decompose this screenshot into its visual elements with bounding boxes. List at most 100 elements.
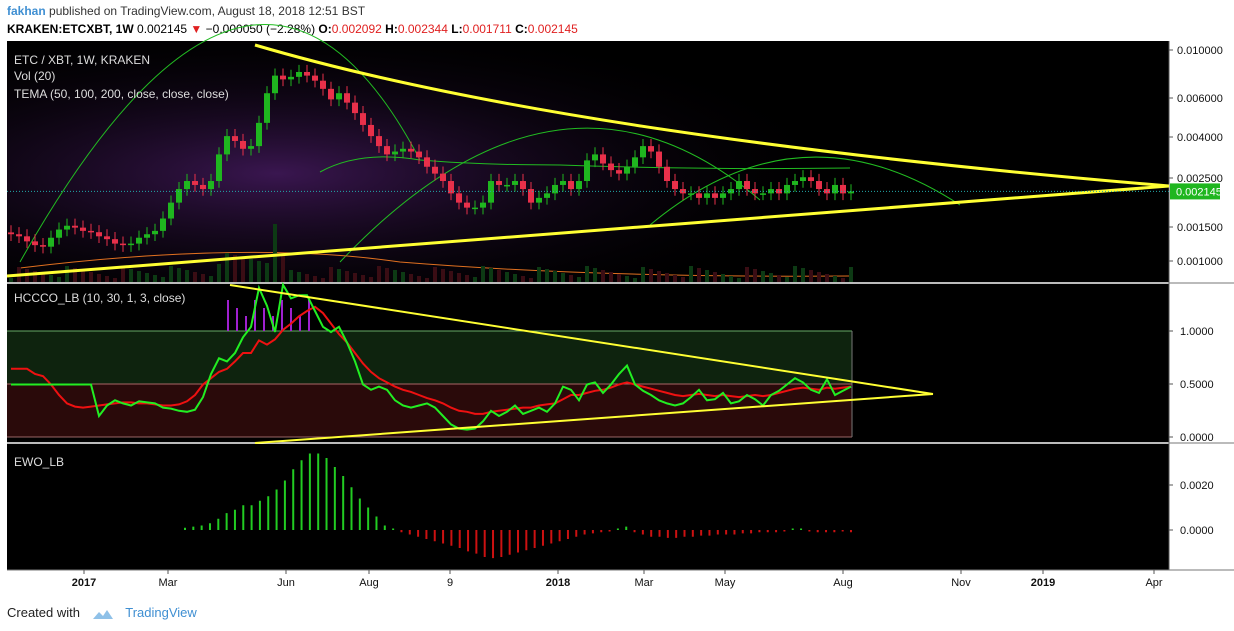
candle-body [208, 181, 214, 190]
price-axis-label: 0.001500 [1177, 222, 1223, 234]
volume-bar [393, 270, 397, 282]
candle-body [352, 102, 358, 114]
volume-bar [585, 266, 589, 282]
candle-body [392, 151, 398, 155]
candle-body [816, 181, 822, 190]
axes: 0.002145 0.010000 0.006000 0.004000 0.002500… [72, 45, 1223, 589]
candle-body [216, 154, 222, 182]
volume-bar [313, 276, 317, 282]
volume-bar [609, 272, 613, 282]
candle-body [456, 193, 462, 203]
candle-body [296, 71, 302, 77]
chart-area[interactable]: 0.002145 0.010000 0.006000 0.004000 0.002500… [0, 0, 1234, 600]
candle-body [168, 202, 174, 219]
volume-bar [201, 274, 205, 282]
candle-body [64, 225, 70, 230]
volume-bar [489, 268, 493, 282]
volume-bar [689, 266, 693, 282]
candle-body [712, 193, 718, 198]
candle-body [560, 181, 566, 185]
candle-body [312, 75, 318, 81]
volume-bar [849, 267, 853, 282]
volume-bar [785, 277, 789, 282]
candle-body [496, 181, 502, 185]
volume-bar [337, 269, 341, 282]
tema-arc-2 [339, 127, 761, 263]
volume-bar [537, 267, 541, 282]
candle-body [112, 239, 118, 244]
ewo-pane[interactable] [7, 444, 1169, 570]
volume-bar [417, 276, 421, 282]
candle-body [16, 234, 22, 237]
volume-bar [41, 273, 45, 282]
candle-body [528, 189, 534, 203]
price-axis-label: 0.001000 [1177, 256, 1223, 268]
volume-bar [529, 278, 533, 282]
volume-bar [113, 278, 117, 282]
volume-bar [809, 270, 813, 282]
volume-bar [705, 270, 709, 282]
candle-body [744, 181, 750, 190]
candle-body [832, 184, 838, 194]
candle-body [656, 151, 662, 167]
volume-bar [409, 274, 413, 282]
volume-bar [441, 269, 445, 282]
hccco-lower-trendline [254, 393, 934, 444]
candle-body [552, 184, 558, 194]
volume-bar [641, 267, 645, 282]
candle-body [408, 148, 414, 152]
candle-body [192, 181, 198, 185]
volume-bar [521, 276, 525, 282]
volume-bar [385, 268, 389, 282]
volume-bar [81, 270, 85, 282]
candle-body [424, 157, 430, 167]
candle-body [584, 160, 590, 182]
price-plot [6, 24, 1170, 282]
volume-bar [729, 276, 733, 282]
candle-body [120, 243, 126, 246]
volume-bar [617, 274, 621, 282]
volume-bar [777, 275, 781, 282]
time-axis-label: May [715, 577, 736, 589]
lower-trendline [6, 184, 1170, 278]
last-price-badge-label: 0.002145 [1176, 186, 1222, 198]
volume-bar [305, 274, 309, 282]
candle-body [672, 181, 678, 190]
hccco-plot [7, 281, 934, 444]
volume-bar [233, 255, 237, 282]
author-name[interactable]: fakhan [7, 4, 46, 18]
volume-bar [561, 273, 565, 282]
volume-bar [825, 274, 829, 282]
low-label: L: [451, 22, 463, 36]
candle-body [336, 93, 342, 100]
candle-body [360, 113, 366, 125]
volume-bar [289, 270, 293, 282]
candle-body [792, 181, 798, 185]
volume-bar [721, 274, 725, 282]
ohlc-bar: KRAKEN:ETCXBT, 1W 0.002145 ▼ −0.000050 (… [7, 22, 578, 36]
price-axis-label: 0.010000 [1177, 45, 1223, 57]
volume-bar [177, 268, 181, 282]
ewo-plot [184, 453, 852, 559]
volume-bar [185, 270, 189, 282]
candle-body [160, 218, 166, 231]
volume-bar [569, 275, 573, 282]
volume-bar [681, 277, 685, 282]
candle-body [808, 177, 814, 182]
time-axis-label: 2017 [72, 577, 96, 589]
hccco-upper-trendline [229, 284, 934, 395]
ewo-axis-label: 0.0020 [1180, 480, 1214, 492]
candle-body [848, 191, 854, 194]
candle-body [320, 80, 326, 89]
candle-body [640, 146, 646, 158]
volume-bar [449, 271, 453, 282]
open-label: O: [318, 22, 332, 36]
volume-bar [361, 275, 365, 282]
candle-body [632, 157, 638, 167]
volume-bar [241, 257, 245, 282]
volume-bar [89, 272, 93, 282]
volume-bar [129, 269, 133, 282]
tradingview-brand-link[interactable]: TradingView [125, 605, 197, 620]
volume-bar [321, 278, 325, 282]
candle-body [304, 71, 310, 76]
